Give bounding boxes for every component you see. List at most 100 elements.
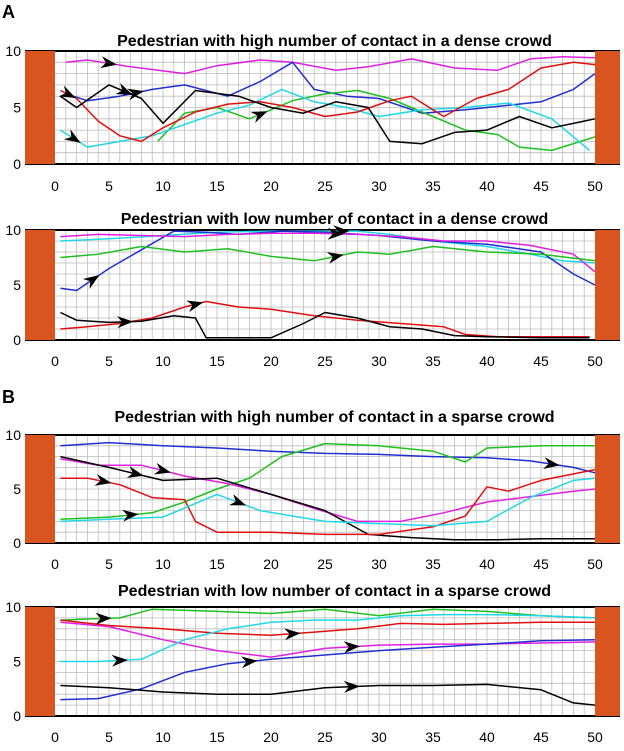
direction-arrow-magenta: [100, 56, 117, 69]
plot-4: Pedestrian with low number of contact in…: [5, 583, 620, 745]
trajectory-cyan: [60, 477, 596, 527]
x-tick-label: 30: [371, 353, 387, 369]
series-group: [60, 608, 596, 706]
direction-arrow-green: [250, 111, 268, 123]
x-tick-label: 20: [263, 353, 279, 369]
x-tick-label: 40: [479, 178, 495, 194]
grid: [55, 230, 595, 340]
x-tick-label: 5: [105, 178, 113, 194]
x-tick-label: 15: [209, 178, 225, 194]
direction-arrow-black: [343, 680, 360, 693]
trajectory-green: [60, 608, 596, 621]
grid: [55, 607, 595, 716]
x-tick-label: 35: [425, 729, 441, 745]
direction-arrow-black: [126, 466, 144, 478]
x-tick-label: 0: [51, 178, 59, 194]
x-tick-label: 10: [155, 178, 171, 194]
x-tick-label: 30: [371, 729, 387, 745]
right-wall: [595, 230, 620, 340]
x-tick-label: 15: [209, 353, 225, 369]
x-tick-label: 20: [263, 556, 279, 572]
direction-arrow-red: [284, 628, 301, 641]
x-tick-label: 30: [371, 178, 387, 194]
x-tick-label: 35: [425, 556, 441, 572]
trajectory-black: [59, 84, 596, 145]
direction-arrow-green: [326, 252, 344, 264]
trajectory-black: [60, 683, 596, 706]
trajectory-blue: [60, 230, 596, 292]
left-wall: [25, 435, 55, 543]
trajectory-magenta: [65, 55, 596, 75]
y-tick-label: 10: [5, 222, 21, 238]
x-tick-label: 30: [371, 556, 387, 572]
trajectory-magenta: [60, 458, 596, 523]
direction-arrow-green: [95, 612, 112, 625]
x-tick-label: 10: [155, 729, 171, 745]
y-tick-label: 0: [13, 708, 21, 724]
x-tick-label: 10: [155, 353, 171, 369]
x-tick-label: 45: [533, 556, 549, 572]
y-tick-label: 10: [5, 43, 21, 59]
direction-arrow-cyan: [63, 129, 81, 143]
y-tick-label: 5: [13, 277, 21, 293]
trajectory-green: [60, 245, 596, 262]
series-group: [58, 55, 596, 152]
grid: [55, 51, 595, 164]
direction-arrow-black: [117, 316, 134, 329]
direction-arrow-red: [186, 300, 204, 313]
plot-title: Pedestrian with high number of contact i…: [117, 33, 552, 50]
y-tick-label: 0: [13, 332, 21, 348]
direction-arrow-magenta: [153, 462, 171, 475]
trajectory-red: [60, 468, 596, 536]
direction-arrow-blue: [240, 656, 258, 669]
left-wall: [25, 51, 55, 164]
direction-arrow-green: [122, 509, 139, 522]
x-tick-label: 50: [587, 178, 603, 194]
x-tick-label: 15: [209, 556, 225, 572]
x-tick-label: 25: [317, 729, 333, 745]
series-group: [60, 441, 596, 541]
plot-3: Pedestrian with high number of contact i…: [5, 409, 620, 572]
y-tick-label: 0: [13, 156, 21, 172]
x-tick-label: 0: [51, 729, 59, 745]
series-group: [60, 225, 596, 339]
plot-title: Pedestrian with low number of contact in…: [118, 583, 551, 600]
x-tick-label: 25: [317, 556, 333, 572]
direction-arrow-blue: [126, 88, 144, 101]
x-tick-label: 45: [533, 178, 549, 194]
y-tick-label: 10: [5, 427, 21, 443]
x-tick-label: 5: [105, 353, 113, 369]
y-tick-label: 5: [13, 654, 21, 670]
trajectory-green: [60, 442, 595, 520]
left-wall: [25, 230, 55, 340]
direction-arrow-blue: [543, 457, 560, 469]
x-tick-label: 35: [425, 353, 441, 369]
y-tick-label: 0: [13, 535, 21, 551]
trajectory-blue: [60, 441, 596, 474]
x-tick-label: 40: [479, 556, 495, 572]
right-wall: [595, 435, 620, 543]
direction-arrow-cyan: [111, 654, 128, 667]
plot-1: Pedestrian with high number of contact i…: [5, 33, 620, 194]
plot-2: Pedestrian with low number of contact in…: [5, 211, 620, 369]
direction-arrow-cyan: [229, 494, 247, 506]
y-tick-label: 5: [13, 100, 21, 116]
trajectory-cyan: [60, 613, 596, 663]
direction-arrow-black: [115, 83, 133, 95]
x-tick-label: 5: [105, 729, 113, 745]
direction-arrow-blue: [82, 275, 100, 289]
x-tick-label: 20: [263, 729, 279, 745]
right-wall: [595, 607, 620, 716]
x-tick-label: 0: [51, 556, 59, 572]
direction-arrow-red: [58, 85, 76, 99]
direction-arrow-magenta: [327, 227, 344, 240]
plot-title: Pedestrian with low number of contact in…: [121, 211, 549, 228]
y-tick-label: 5: [13, 481, 21, 497]
x-tick-label: 50: [587, 353, 603, 369]
x-tick-label: 40: [479, 729, 495, 745]
trajectory-red: [60, 61, 596, 143]
x-tick-label: 50: [587, 729, 603, 745]
panel-letter-b: B: [2, 387, 15, 407]
x-tick-label: 5: [105, 556, 113, 572]
